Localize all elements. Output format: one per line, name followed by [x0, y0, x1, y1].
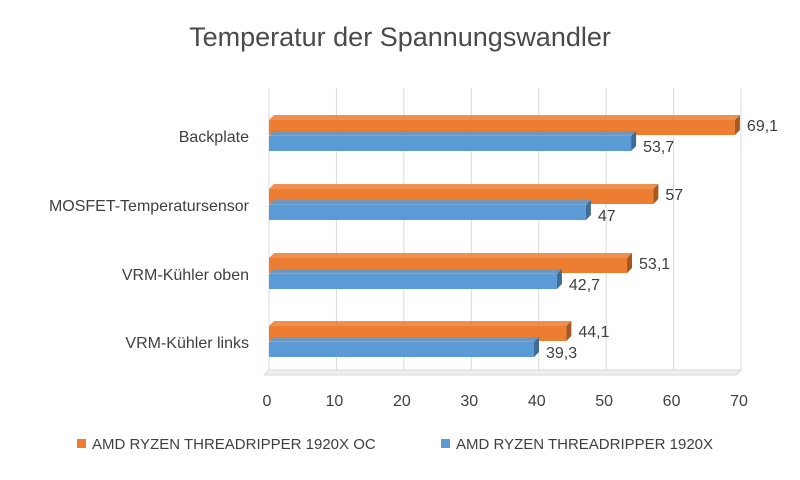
data-label: 69,1 [747, 118, 778, 135]
category-label: Backplate [179, 129, 249, 146]
bar-stock [269, 269, 562, 289]
x-tick-label: 30 [460, 393, 478, 410]
x-tick-label: 60 [663, 393, 681, 410]
legend: AMD RYZEN THREADRIPPER 1920X OC AMD RYZEN… [77, 436, 713, 453]
x-tick-label: 10 [326, 393, 344, 410]
legend-swatch [77, 439, 86, 448]
category-label: MOSFET-Temperatursensor [49, 198, 250, 215]
legend-label: AMD RYZEN THREADRIPPER 1920X [456, 436, 713, 453]
data-label: 42,7 [569, 277, 600, 294]
data-label: 47 [598, 208, 616, 225]
category-label: VRM-Kühler links [125, 335, 249, 352]
chart-title: Temperatur der Spannungswandler [189, 22, 611, 52]
x-tick-label: 50 [595, 393, 613, 410]
data-label: 53,7 [643, 139, 674, 156]
x-tick-label: 70 [730, 393, 748, 410]
x-axis-ticks: 0 10 20 30 40 50 60 70 [263, 393, 748, 410]
data-labels: 69,1 57 53,1 44,1 53,7 47 42,7 39,3 [546, 118, 778, 362]
x-tick-label: 40 [528, 393, 546, 410]
data-label: 57 [665, 187, 683, 204]
bars [269, 115, 740, 357]
data-label: 44,1 [578, 324, 609, 341]
data-label: 39,3 [546, 345, 577, 362]
bar-stock [269, 200, 591, 220]
bar-stock [269, 337, 539, 357]
category-label: VRM-Kühler oben [122, 267, 249, 284]
x-tick-label: 0 [263, 393, 272, 410]
bar-stock [269, 131, 637, 151]
axis-floor [262, 369, 743, 376]
data-label: 53,1 [639, 256, 670, 273]
x-tick-label: 20 [393, 393, 411, 410]
legend-label: AMD RYZEN THREADRIPPER 1920X OC [92, 436, 376, 453]
category-labels: Backplate MOSFET-Temperatursensor VRM-Kühl… [49, 129, 250, 352]
legend-swatch [441, 439, 450, 448]
